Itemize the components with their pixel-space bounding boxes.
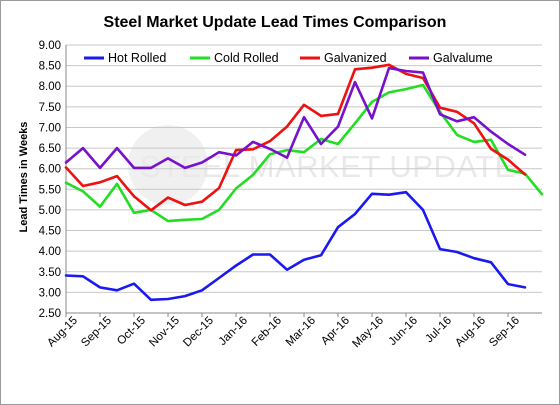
- y-tick-label: 7.50: [39, 102, 61, 114]
- series-line-galvanized: [64, 63, 527, 212]
- x-tick-label: Dec-15: [181, 315, 216, 350]
- x-tick-label: Jan-16: [217, 315, 250, 348]
- x-tick-label: Nov-15: [147, 315, 182, 350]
- legend-label-cold-rolled: Cold Rolled: [214, 51, 279, 65]
- series-line-galvalume: [64, 66, 527, 170]
- y-tick-label: 8.50: [39, 61, 61, 73]
- x-tick-label: Aug-16: [453, 315, 488, 350]
- series-line-hot-rolled: [64, 190, 527, 302]
- x-tick-label: Mar-16: [284, 315, 318, 349]
- y-tick-label: 6.00: [39, 164, 61, 176]
- y-tick-label: 5.00: [39, 205, 61, 217]
- watermark-text: STEEL MARKET UPDATE: [140, 149, 516, 184]
- watermark-circle: [128, 125, 208, 205]
- x-tick-label: Apr-16: [319, 315, 352, 348]
- x-tick-label: Jun-16: [387, 315, 420, 348]
- y-tick-label: 9.00: [39, 40, 61, 52]
- y-tick-label: 3.50: [39, 267, 61, 279]
- y-tick-label: 4.50: [39, 226, 61, 238]
- x-tick-label: Feb-16: [250, 315, 284, 349]
- x-tick-labels: Aug-15 Sep-15 Oct-15 Nov-15 Dec-15 Jan-16 Feb-…: [45, 315, 522, 351]
- x-tick-label: Jul-16: [423, 315, 454, 346]
- watermark-logo: STEEL MARKET UPDATE: [128, 125, 516, 205]
- y-tick-label: 3.00: [39, 287, 61, 299]
- y-tick-label: 8.00: [39, 81, 61, 93]
- chart-title: Steel Market Update Lead Times Compariso…: [104, 14, 447, 31]
- axes: [65, 45, 542, 317]
- y-tick-label: 2.50: [39, 308, 61, 320]
- x-tick-label: Sep-15: [79, 315, 114, 350]
- y-tick-label: 5.50: [39, 184, 61, 196]
- y-axis-label: Lead Times in Weeks: [18, 122, 30, 233]
- y-tick-label: 7.00: [39, 122, 61, 134]
- legend-label-galvanized: Galvanized: [324, 51, 387, 65]
- legend-label-galvalume: Galvalume: [433, 51, 493, 65]
- y-tick-labels: 2.50 3.00 3.50 4.00 4.50 5.00 5.50 6.00 6.50 7.00…: [39, 40, 61, 320]
- x-tick-label: May-16: [350, 315, 386, 351]
- y-tick-label: 4.00: [39, 246, 61, 258]
- series-lines: [64, 63, 544, 302]
- y-tick-label: 6.50: [39, 143, 61, 155]
- legend: Hot Rolled Cold Rolled Galvanized Galvalume: [84, 51, 493, 65]
- legend-label-hot-rolled: Hot Rolled: [108, 51, 166, 65]
- series-line-cold-rolled: [64, 83, 544, 223]
- x-tick-label: Oct-15: [115, 315, 148, 348]
- x-tick-label: Sep-16: [487, 315, 522, 350]
